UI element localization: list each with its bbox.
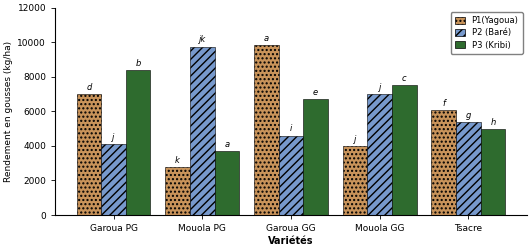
Legend: P1(Yagoua), P2 (Baré), P3 (Kribi): P1(Yagoua), P2 (Baré), P3 (Kribi) — [451, 12, 523, 54]
Text: k: k — [175, 156, 180, 164]
Bar — [279, 136, 303, 215]
Text: h: h — [491, 118, 496, 126]
Text: g: g — [466, 111, 471, 120]
Text: f: f — [442, 98, 446, 108]
Text: b: b — [135, 59, 141, 68]
Bar — [432, 110, 456, 215]
Bar — [303, 99, 328, 215]
Text: e: e — [313, 88, 318, 97]
Text: j: j — [354, 135, 356, 144]
Bar — [126, 70, 150, 215]
Bar — [101, 144, 126, 215]
X-axis label: Variétés: Variétés — [268, 236, 314, 246]
Bar — [76, 94, 101, 215]
Text: j: j — [379, 83, 381, 92]
Text: jk: jk — [199, 36, 206, 44]
Text: a: a — [264, 34, 269, 43]
Text: c: c — [402, 74, 407, 83]
Text: d: d — [86, 83, 91, 92]
Bar — [367, 94, 392, 215]
Bar — [481, 129, 506, 215]
Bar — [165, 167, 190, 215]
Text: a: a — [224, 140, 229, 149]
Bar — [456, 122, 481, 215]
Text: i: i — [290, 124, 292, 134]
Bar — [342, 146, 367, 215]
Bar — [254, 45, 279, 215]
Bar — [190, 46, 215, 215]
Bar — [392, 86, 417, 215]
Y-axis label: Rendement en gousses (kg/ha): Rendement en gousses (kg/ha) — [4, 41, 13, 182]
Text: j: j — [113, 133, 115, 142]
Bar — [215, 151, 239, 215]
